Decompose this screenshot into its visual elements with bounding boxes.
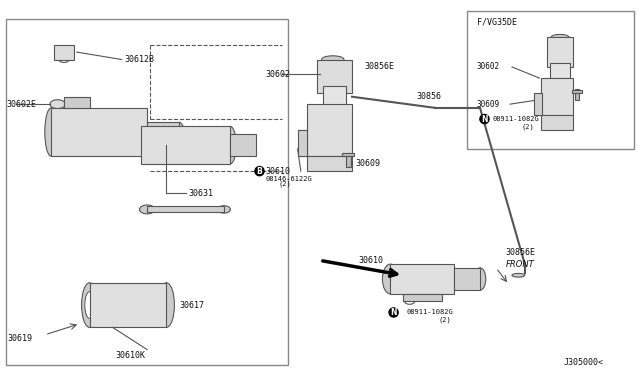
Circle shape [218,206,230,213]
Bar [541,78,573,115]
Text: 30619: 30619 [8,334,33,343]
Text: B: B [257,167,262,176]
Text: 30856: 30856 [416,92,441,101]
Ellipse shape [322,56,344,63]
Text: 30602E: 30602E [6,100,36,109]
Bar [403,294,442,301]
Text: 30610K: 30610K [115,351,145,360]
Bar [317,60,352,93]
Text: 08911-1082G: 08911-1082G [406,310,453,315]
Text: 30856E: 30856E [365,62,395,71]
Ellipse shape [551,35,569,40]
Bar [550,63,570,78]
Ellipse shape [474,268,486,290]
Circle shape [140,205,155,214]
Circle shape [59,57,69,62]
Text: 30610: 30610 [266,167,291,176]
Ellipse shape [56,49,72,55]
Bar [64,97,90,108]
Bar [141,126,230,164]
Text: J305000<: J305000< [563,358,604,367]
Bar [541,115,573,130]
Text: 08911-1082G: 08911-1082G [493,116,540,122]
Bar [342,153,354,156]
Bar [534,93,542,115]
Circle shape [404,298,415,304]
Bar [346,153,351,167]
Bar [147,122,179,142]
Ellipse shape [174,122,184,142]
Ellipse shape [383,264,398,294]
Bar [6,19,288,365]
Text: (2): (2) [522,123,534,130]
Bar [390,264,454,294]
Bar [90,283,166,327]
Ellipse shape [85,292,95,318]
Bar [467,11,634,149]
Text: F/VG35DE: F/VG35DE [477,18,517,27]
Text: (2): (2) [438,317,451,323]
Circle shape [50,100,65,109]
Ellipse shape [512,273,525,277]
Text: 30602: 30602 [266,70,291,79]
Bar [54,45,74,60]
Text: 30631: 30631 [189,189,214,198]
Bar [147,206,224,212]
Text: (2): (2) [278,181,291,187]
Ellipse shape [82,283,98,327]
Text: 30610: 30610 [358,256,383,265]
Bar [572,90,582,93]
Bar [230,134,256,156]
Text: 30602: 30602 [477,62,500,71]
Ellipse shape [225,126,236,164]
Text: 30856E: 30856E [506,248,536,257]
Circle shape [419,292,426,296]
Bar [51,108,147,156]
Text: 30617: 30617 [179,301,204,310]
Bar [547,37,573,67]
Text: 30609: 30609 [477,100,500,109]
Bar [307,104,352,156]
Ellipse shape [158,283,174,327]
Text: N: N [481,115,488,124]
Bar [454,268,480,290]
Bar [575,89,579,100]
Bar [323,86,346,108]
Text: 08146-6122G: 08146-6122G [266,176,312,182]
Circle shape [75,150,85,155]
Text: N: N [390,308,397,317]
Text: 30612B: 30612B [125,55,155,64]
Circle shape [72,100,81,105]
Text: 30609: 30609 [355,159,380,168]
Ellipse shape [45,108,58,156]
Bar [298,130,307,156]
Text: FRONT: FRONT [506,260,534,269]
Bar [307,156,352,171]
